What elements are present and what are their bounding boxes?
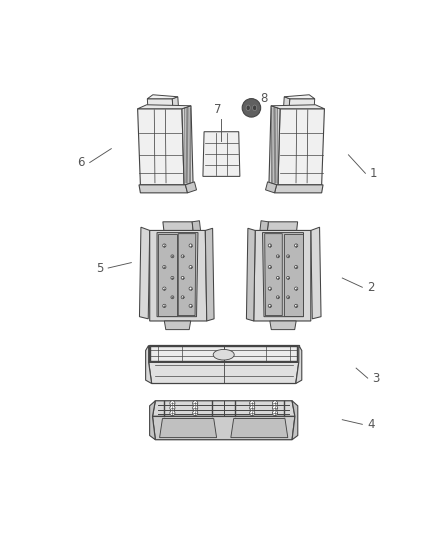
Circle shape <box>193 401 198 406</box>
Polygon shape <box>139 185 187 193</box>
Polygon shape <box>152 416 295 440</box>
Polygon shape <box>247 228 255 321</box>
Circle shape <box>163 265 166 269</box>
Polygon shape <box>178 233 196 316</box>
Circle shape <box>242 99 261 117</box>
Circle shape <box>193 406 198 410</box>
Circle shape <box>294 265 298 269</box>
Ellipse shape <box>213 350 234 360</box>
Polygon shape <box>289 99 315 110</box>
Polygon shape <box>139 227 150 319</box>
Polygon shape <box>163 222 194 235</box>
Polygon shape <box>203 132 240 176</box>
Circle shape <box>294 244 298 247</box>
Circle shape <box>171 296 174 298</box>
Polygon shape <box>283 97 290 110</box>
Polygon shape <box>164 321 191 329</box>
Polygon shape <box>145 345 152 384</box>
Circle shape <box>250 406 255 410</box>
Circle shape <box>170 401 175 406</box>
Text: 5: 5 <box>96 262 103 274</box>
Polygon shape <box>284 95 315 99</box>
Text: 2: 2 <box>367 281 374 294</box>
Circle shape <box>189 265 192 269</box>
Circle shape <box>193 410 198 416</box>
Polygon shape <box>311 227 321 319</box>
Circle shape <box>272 406 278 410</box>
Circle shape <box>189 287 192 290</box>
Polygon shape <box>278 109 325 185</box>
Polygon shape <box>147 95 178 99</box>
Circle shape <box>163 244 166 247</box>
Circle shape <box>276 296 279 298</box>
Polygon shape <box>157 232 198 317</box>
Circle shape <box>268 244 272 247</box>
Polygon shape <box>262 232 304 317</box>
Circle shape <box>272 410 278 416</box>
Circle shape <box>286 277 290 279</box>
Polygon shape <box>292 401 298 440</box>
Circle shape <box>181 255 184 258</box>
Circle shape <box>294 304 298 308</box>
Polygon shape <box>158 233 177 316</box>
Circle shape <box>181 296 184 298</box>
Circle shape <box>189 304 192 308</box>
Circle shape <box>286 296 290 298</box>
Ellipse shape <box>253 105 257 111</box>
Text: 7: 7 <box>214 103 221 116</box>
Circle shape <box>276 277 279 279</box>
Circle shape <box>189 244 192 247</box>
Circle shape <box>276 255 279 258</box>
Ellipse shape <box>246 105 250 111</box>
Circle shape <box>181 277 184 279</box>
Text: 8: 8 <box>260 92 267 105</box>
Circle shape <box>250 401 255 406</box>
Polygon shape <box>150 401 155 440</box>
Circle shape <box>170 410 175 416</box>
Circle shape <box>170 406 175 410</box>
Circle shape <box>286 255 290 258</box>
Polygon shape <box>205 228 214 321</box>
Circle shape <box>294 287 298 290</box>
Polygon shape <box>148 345 299 362</box>
Circle shape <box>163 304 166 308</box>
Polygon shape <box>265 233 282 316</box>
Polygon shape <box>152 401 295 416</box>
Polygon shape <box>150 230 207 321</box>
Circle shape <box>272 401 278 406</box>
Polygon shape <box>148 362 299 384</box>
Polygon shape <box>231 418 288 438</box>
Polygon shape <box>265 182 277 193</box>
Circle shape <box>171 277 174 279</box>
Polygon shape <box>271 105 325 109</box>
Circle shape <box>268 287 272 290</box>
Polygon shape <box>182 106 193 185</box>
Circle shape <box>250 410 255 416</box>
Polygon shape <box>192 221 201 235</box>
Polygon shape <box>270 321 296 329</box>
Polygon shape <box>260 221 268 235</box>
Polygon shape <box>254 230 311 321</box>
Polygon shape <box>138 105 191 109</box>
Circle shape <box>163 287 166 290</box>
Polygon shape <box>284 233 303 316</box>
Polygon shape <box>159 418 216 438</box>
Text: 4: 4 <box>367 418 374 431</box>
Polygon shape <box>172 97 179 110</box>
Polygon shape <box>275 185 323 193</box>
Text: 1: 1 <box>370 167 378 180</box>
Text: 6: 6 <box>78 156 85 169</box>
Polygon shape <box>269 106 280 185</box>
Polygon shape <box>267 222 298 235</box>
Text: 3: 3 <box>372 372 380 385</box>
Circle shape <box>171 255 174 258</box>
Polygon shape <box>138 109 184 185</box>
Circle shape <box>268 265 272 269</box>
Polygon shape <box>147 99 173 110</box>
Polygon shape <box>296 345 302 384</box>
Circle shape <box>268 304 272 308</box>
Polygon shape <box>185 182 197 193</box>
